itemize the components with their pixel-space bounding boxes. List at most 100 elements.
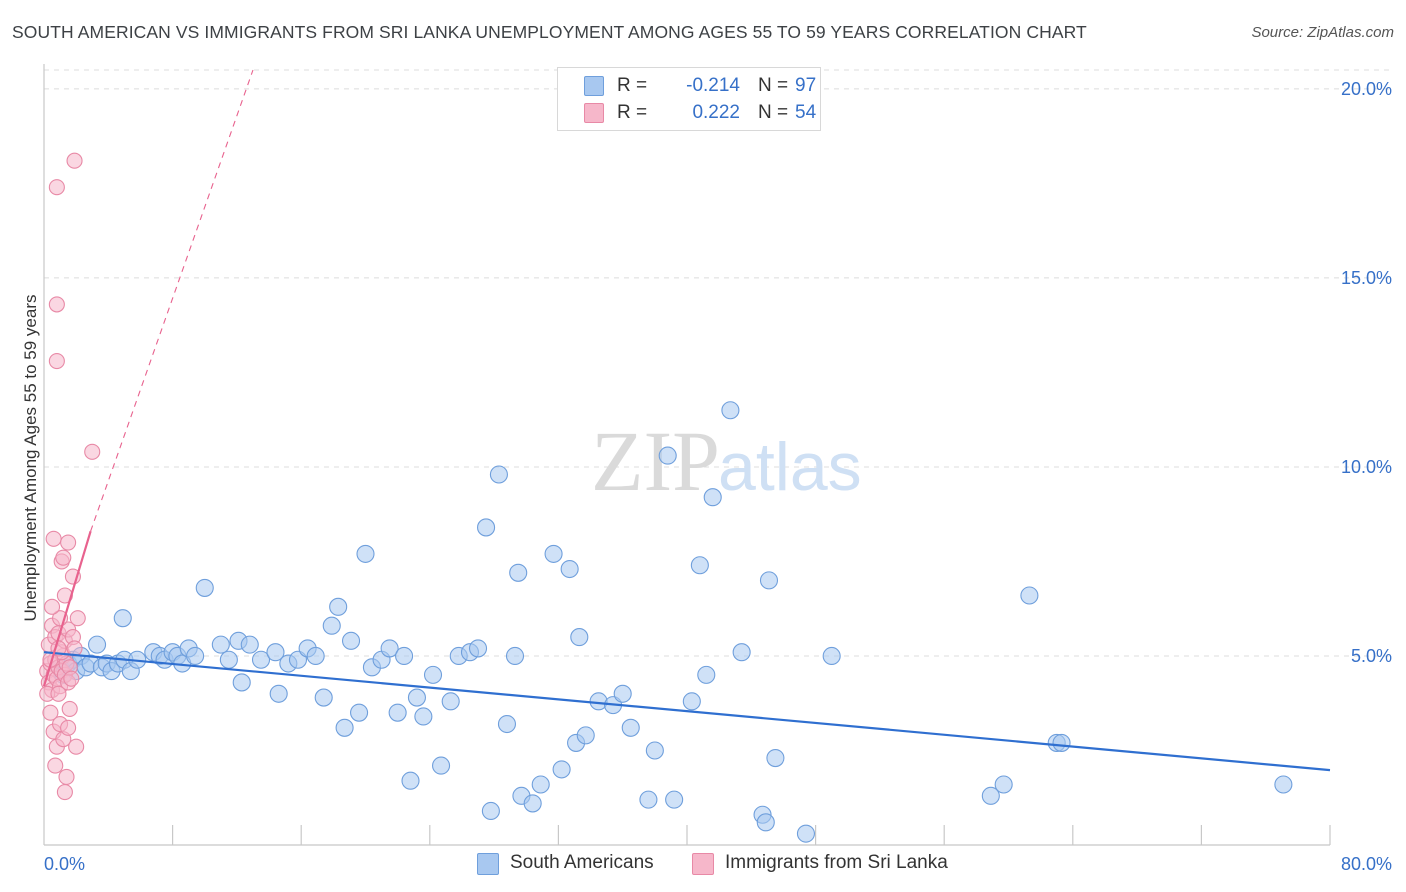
point-south-american[interactable] (509, 563, 528, 582)
point-sri-lanka[interactable] (60, 719, 77, 736)
point-south-american[interactable] (335, 718, 354, 737)
point-south-american[interactable] (665, 790, 684, 809)
point-sri-lanka[interactable] (84, 443, 101, 460)
point-sri-lanka[interactable] (61, 700, 78, 717)
trend-line-south-americans (43, 651, 1331, 772)
point-south-american[interactable] (766, 748, 785, 768)
chart-title: SOUTH AMERICAN VS IMMIGRANTS FROM SRI LA… (12, 22, 1087, 42)
point-sri-lanka[interactable] (63, 670, 80, 687)
point-south-american[interactable] (186, 646, 205, 666)
trend-line-sri-lanka-extended (90, 69, 254, 532)
point-south-american[interactable] (732, 643, 751, 662)
point-south-american[interactable] (531, 775, 550, 794)
blue-swatch-icon (584, 76, 604, 96)
point-south-american[interactable] (759, 571, 779, 590)
point-south-american[interactable] (822, 646, 841, 666)
point-sri-lanka[interactable] (56, 784, 73, 801)
point-south-american[interactable] (721, 401, 740, 420)
point-south-american[interactable] (481, 801, 500, 821)
point-south-american[interactable] (240, 635, 259, 654)
point-south-american[interactable] (306, 646, 325, 666)
point-south-american[interactable] (576, 726, 595, 745)
point-south-american[interactable] (544, 544, 563, 563)
point-sri-lanka[interactable] (55, 549, 72, 566)
watermark-atlas: atlas (718, 429, 862, 505)
legend-label: South Americans (510, 852, 654, 873)
point-south-american[interactable] (329, 597, 348, 616)
point-south-american[interactable] (497, 714, 517, 734)
point-sri-lanka[interactable] (69, 610, 86, 627)
point-sri-lanka[interactable] (66, 152, 83, 169)
point-south-american[interactable] (560, 559, 579, 579)
point-south-american[interactable] (489, 465, 508, 484)
point-south-american[interactable] (703, 488, 722, 507)
point-south-american[interactable] (505, 646, 525, 666)
point-south-american[interactable] (341, 631, 361, 650)
point-south-american[interactable] (690, 556, 709, 575)
point-south-american[interactable] (87, 635, 107, 654)
point-south-american[interactable] (621, 718, 640, 737)
point-south-american[interactable] (232, 673, 251, 692)
point-south-american[interactable] (570, 628, 589, 647)
point-south-american[interactable] (414, 707, 433, 726)
y-tick-label: 20.0% (1341, 79, 1392, 99)
y-tick-label: 15.0% (1341, 268, 1392, 288)
point-south-american[interactable] (1020, 586, 1039, 605)
point-south-american[interactable] (401, 771, 420, 790)
point-south-american[interactable] (441, 692, 460, 711)
point-south-american[interactable] (523, 794, 542, 813)
point-south-american[interactable] (251, 650, 271, 669)
point-south-american[interactable] (981, 786, 1000, 805)
point-sri-lanka[interactable] (60, 534, 77, 551)
point-south-american[interactable] (195, 578, 214, 597)
point-south-american[interactable] (266, 643, 285, 662)
point-south-american[interactable] (113, 609, 132, 628)
point-south-american[interactable] (639, 790, 658, 809)
point-south-american[interactable] (356, 544, 375, 563)
tick-labels: 5.0% 10.0% 15.0% 20.0% 0.0% 80.0% (44, 79, 1392, 874)
point-south-american[interactable] (658, 446, 677, 465)
point-south-american[interactable] (645, 741, 664, 760)
point-sri-lanka[interactable] (42, 704, 59, 721)
point-south-american[interactable] (388, 703, 407, 722)
point-south-american[interactable] (432, 756, 451, 775)
point-south-american[interactable] (1274, 775, 1293, 794)
point-south-american[interactable] (756, 813, 775, 832)
y-axis-label: Unemployment Among Ages 55 to 59 years (21, 295, 40, 622)
point-south-american[interactable] (395, 646, 414, 666)
point-south-american[interactable] (423, 665, 443, 684)
point-sri-lanka[interactable] (68, 738, 85, 755)
point-south-american[interactable] (407, 688, 426, 707)
y-tick-label: 10.0% (1341, 457, 1392, 477)
point-sri-lanka[interactable] (43, 598, 61, 615)
point-south-american[interactable] (1052, 733, 1071, 752)
point-south-american[interactable] (269, 684, 288, 703)
point-south-american[interactable] (322, 616, 341, 635)
correlation-legend: R = -0.214 N = 97 R = 0.222 N = 54 (557, 67, 821, 131)
point-south-american[interactable] (350, 703, 369, 722)
point-sri-lanka[interactable] (50, 685, 67, 702)
legend-label: Immigrants from Sri Lanka (725, 852, 948, 873)
r-value: -0.214 (686, 75, 740, 96)
r-label: R = (617, 75, 648, 96)
point-south-american[interactable] (796, 824, 816, 843)
point-south-american[interactable] (613, 684, 632, 703)
n-label: N = (758, 75, 789, 96)
point-sri-lanka[interactable] (45, 530, 62, 547)
point-south-american[interactable] (994, 775, 1013, 794)
point-south-american[interactable] (314, 688, 333, 707)
point-sri-lanka[interactable] (48, 179, 65, 196)
point-south-american[interactable] (468, 639, 488, 658)
point-south-american[interactable] (211, 635, 230, 654)
point-sri-lanka[interactable] (48, 296, 65, 313)
point-south-american[interactable] (697, 665, 716, 684)
point-south-american[interactable] (477, 518, 496, 537)
point-south-american[interactable] (552, 760, 571, 779)
point-sri-lanka[interactable] (48, 353, 65, 370)
point-south-american[interactable] (682, 692, 701, 711)
point-sri-lanka[interactable] (58, 768, 75, 786)
point-south-american[interactable] (219, 650, 238, 669)
pink-swatch-icon (692, 853, 714, 875)
point-sri-lanka[interactable] (47, 757, 64, 774)
point-south-american[interactable] (380, 639, 399, 658)
